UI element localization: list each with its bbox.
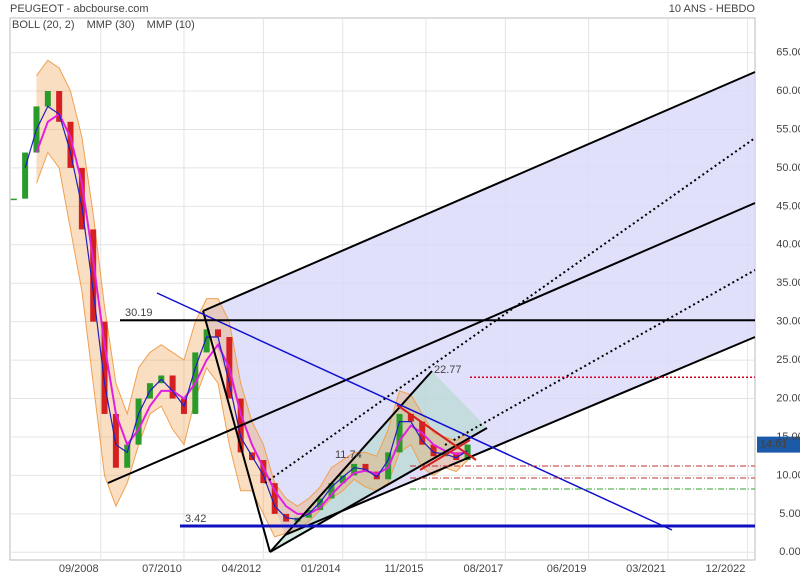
y-tick-label: 5.00 <box>779 508 800 520</box>
y-tick-label: 60.00 <box>776 85 800 97</box>
x-tick-label: 12/2022 <box>706 563 746 575</box>
candle <box>396 413 403 453</box>
candle <box>203 329 210 353</box>
candle <box>430 444 437 457</box>
legend: BOLL (20, 2) MMP (30) MMP (10) <box>12 19 195 31</box>
price-tag-bg <box>757 436 800 453</box>
price-tag: 14.01 <box>760 439 788 451</box>
level-label: 11.74 <box>335 449 362 461</box>
y-tick-label: 10.00 <box>776 469 800 481</box>
levels: 30.19 3.42 22.77 11.74 14.01 <box>120 307 800 528</box>
y-tick-label: 20.00 <box>776 392 800 404</box>
x-tick-label: 07/2010 <box>142 563 182 575</box>
candle <box>112 413 119 468</box>
candle <box>260 460 267 484</box>
candle <box>22 152 29 199</box>
trend-line-red <box>396 404 477 461</box>
candle <box>169 375 176 399</box>
candle <box>67 121 74 168</box>
ma-line <box>24 105 468 520</box>
candle <box>453 452 460 461</box>
trend-line-dotted <box>444 269 756 446</box>
candle <box>339 475 346 484</box>
level-label: 30.19 <box>125 307 153 319</box>
level-label: 22.77 <box>434 364 462 376</box>
candle <box>124 444 131 468</box>
y-tick-label: 50.00 <box>776 162 800 174</box>
trend-line <box>284 336 756 536</box>
candle <box>317 498 324 511</box>
candle <box>56 91 63 122</box>
trend-line-blue <box>156 292 673 531</box>
candle <box>101 321 108 414</box>
candle <box>90 229 97 322</box>
candle <box>135 398 142 445</box>
candle <box>351 463 358 476</box>
candle <box>44 91 51 107</box>
x-tick-label: 09/2008 <box>59 563 99 575</box>
candle <box>328 483 335 499</box>
trend-line <box>269 427 488 553</box>
legend-entry: MMP (30) <box>87 19 135 31</box>
level-label: 3.42 <box>185 513 206 525</box>
candle <box>407 413 414 422</box>
y-tick-label: 30.00 <box>776 316 800 328</box>
candle <box>78 167 85 230</box>
candle <box>373 471 380 480</box>
x-tick-label: 03/2021 <box>626 563 666 575</box>
candle <box>271 483 278 514</box>
legend-entry: MMP (10) <box>147 19 195 31</box>
trend-line <box>269 370 433 553</box>
x-tick-label: 04/2012 <box>221 563 261 575</box>
channel-area <box>270 371 487 552</box>
ma-line <box>35 112 468 515</box>
y-tick-label: 45.00 <box>776 200 800 212</box>
y-tick-label: 15.00 <box>776 431 800 443</box>
chart-title: PEUGEOT - abcbourse.com <box>10 3 149 15</box>
chart-subtitle: 10 ANS - HEBDO <box>669 3 756 15</box>
trend-line-red <box>419 439 471 471</box>
x-tick-label: 01/2014 <box>301 563 341 575</box>
trend-lines <box>107 71 756 553</box>
y-tick-label: 0.00 <box>779 546 800 558</box>
pitchfork-area <box>203 72 755 535</box>
candle <box>362 463 369 472</box>
y-tick-label: 55.00 <box>776 123 800 135</box>
x-tick-label: 06/2019 <box>547 563 587 575</box>
trend-line <box>107 202 756 484</box>
y-tick-label: 35.00 <box>776 277 800 289</box>
y-tick-label: 40.00 <box>776 239 800 251</box>
y-tick-label: 65.00 <box>776 47 800 59</box>
x-tick-label: 08/2017 <box>464 563 504 575</box>
candle <box>10 198 17 201</box>
trend-line <box>202 71 756 312</box>
trend-line <box>202 310 271 553</box>
y-tick-label: 25.00 <box>776 354 800 366</box>
legend-entry: BOLL (20, 2) <box>12 19 75 31</box>
x-tick-label: 11/2015 <box>385 563 424 575</box>
candle <box>214 329 221 338</box>
